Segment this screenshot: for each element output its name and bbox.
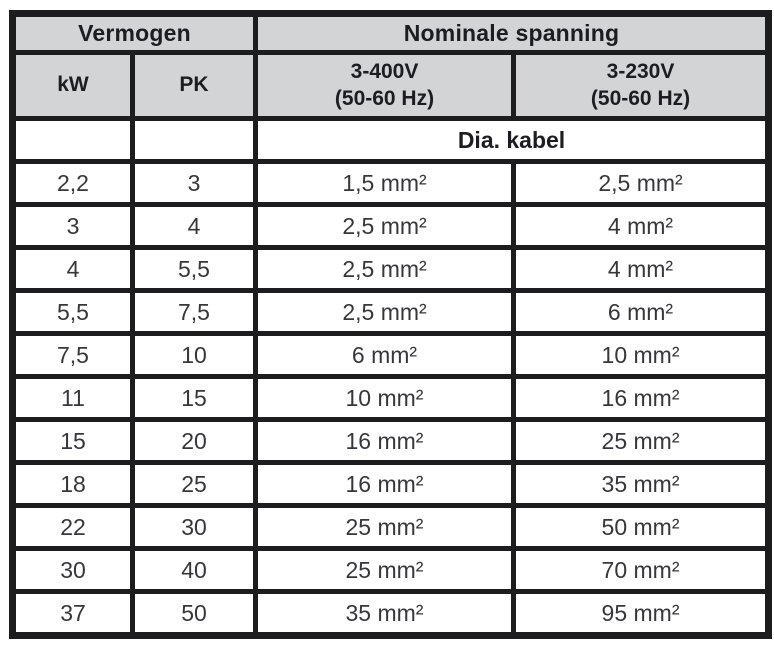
table-row: 7,5 10 6 mm² 10 mm²: [10, 331, 772, 379]
table-row: 4 5,5 2,5 mm² 4 mm²: [10, 245, 772, 293]
column-header-pk: PK: [130, 50, 258, 121]
table-row: 18 25 16 mm² 35 mm²: [10, 460, 772, 508]
cell-cable-230v: 10 mm²: [510, 331, 772, 379]
cell-cable-230v: 6 mm²: [510, 288, 772, 336]
cell-kw: 5,5: [10, 288, 135, 336]
table-row: 3 4 2,5 mm² 4 mm²: [10, 202, 772, 250]
cell-kw: 3: [10, 202, 135, 250]
cell-kw: 2,2: [10, 159, 135, 207]
cell-kw: 37: [10, 589, 135, 638]
column-header-kw: kW: [10, 50, 135, 121]
cell-pk: 10: [130, 331, 258, 379]
header-vermogen: Vermogen: [10, 11, 258, 55]
cable-diameter-spec-table: Vermogen Nominale spanning kW PK 3-400V …: [9, 10, 773, 639]
cell-kw: 22: [10, 503, 135, 551]
cell-pk: 7,5: [130, 288, 258, 336]
cell-cable-400v: 35 mm²: [253, 589, 516, 638]
empty-cell: [130, 116, 258, 164]
cell-pk: 3: [130, 159, 258, 207]
table-group-header-row: Vermogen Nominale spanning: [10, 11, 772, 55]
cell-cable-230v: 4 mm²: [510, 202, 772, 250]
cell-cable-230v: 2,5 mm²: [510, 159, 772, 207]
cell-cable-230v: 25 mm²: [510, 417, 772, 465]
cell-cable-230v: 95 mm²: [510, 589, 772, 638]
dia-kabel-label: Dia. kabel: [252, 116, 772, 164]
cell-cable-230v: 4 mm²: [510, 245, 772, 293]
table-row: 5,5 7,5 2,5 mm² 6 mm²: [10, 288, 772, 336]
cell-kw: 4: [10, 245, 135, 293]
cell-pk: 4: [130, 202, 258, 250]
cell-cable-230v: 35 mm²: [510, 460, 772, 508]
cell-cable-400v: 2,5 mm²: [253, 245, 516, 293]
cell-cable-230v: 70 mm²: [510, 546, 772, 594]
empty-cell: [10, 116, 135, 164]
cell-pk: 15: [130, 374, 258, 422]
cell-pk: 5,5: [130, 245, 258, 293]
cell-cable-400v: 1,5 mm²: [253, 159, 516, 207]
cell-kw: 18: [10, 460, 135, 508]
cell-pk: 30: [130, 503, 258, 551]
cell-cable-400v: 25 mm²: [253, 546, 516, 594]
column-header-3-230v: 3-230V (50-60 Hz): [510, 50, 772, 121]
column-header-3-230v-frequency: (50-60 Hz): [590, 86, 691, 110]
header-nominale-spanning: Nominale spanning: [252, 11, 772, 55]
column-header-3-400v: 3-400V (50-60 Hz): [253, 50, 516, 121]
column-header-3-400v-voltage: 3-400V: [350, 60, 419, 84]
table-row: 22 30 25 mm² 50 mm²: [10, 503, 772, 551]
cell-cable-400v: 25 mm²: [253, 503, 516, 551]
cell-cable-400v: 6 mm²: [253, 331, 516, 379]
cell-cable-230v: 50 mm²: [510, 503, 772, 551]
cell-pk: 40: [130, 546, 258, 594]
cell-pk: 20: [130, 417, 258, 465]
table-row: 37 50 35 mm² 95 mm²: [10, 589, 772, 638]
cell-kw: 7,5: [10, 331, 135, 379]
cell-pk: 50: [130, 589, 258, 638]
cell-cable-400v: 2,5 mm²: [253, 202, 516, 250]
cell-cable-400v: 16 mm²: [253, 417, 516, 465]
table-row: 15 20 16 mm² 25 mm²: [10, 417, 772, 465]
cell-kw: 11: [10, 374, 135, 422]
cell-cable-400v: 2,5 mm²: [253, 288, 516, 336]
table-row: 11 15 10 mm² 16 mm²: [10, 374, 772, 422]
cell-cable-400v: 10 mm²: [253, 374, 516, 422]
table-row: 30 40 25 mm² 70 mm²: [10, 546, 772, 594]
cell-cable-400v: 16 mm²: [253, 460, 516, 508]
dia-kabel-row: Dia. kabel: [10, 116, 772, 164]
table-sub-header-row: kW PK 3-400V (50-60 Hz) 3-230V (50-60 Hz…: [10, 50, 772, 121]
column-header-3-230v-voltage: 3-230V: [606, 60, 675, 84]
cell-cable-230v: 16 mm²: [510, 374, 772, 422]
cell-kw: 30: [10, 546, 135, 594]
cell-kw: 15: [10, 417, 135, 465]
table-row: 2,2 3 1,5 mm² 2,5 mm²: [10, 159, 772, 207]
column-header-3-400v-frequency: (50-60 Hz): [334, 86, 435, 110]
cell-pk: 25: [130, 460, 258, 508]
